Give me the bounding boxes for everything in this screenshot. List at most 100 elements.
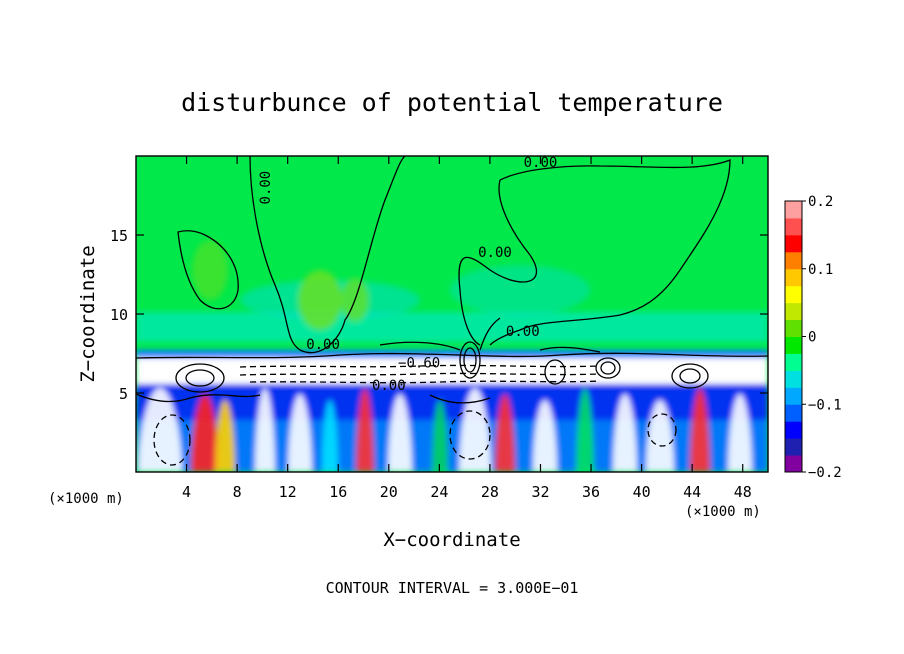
plume: [728, 394, 752, 472]
contour-line: [479, 317, 501, 351]
y-tick-label: 10: [110, 306, 128, 324]
contour-line: [544, 359, 566, 385]
contour-line: [595, 357, 621, 379]
contour-line: [671, 363, 709, 389]
colorbar-swatch: [785, 234, 802, 253]
field-lime-patch: [298, 270, 342, 330]
x-unit-left: (×1000 m): [48, 491, 124, 507]
x-tick-label: 48: [734, 483, 752, 501]
colorbar-tick-label: 0.1: [808, 262, 833, 278]
contour-label: −0.60: [398, 356, 440, 372]
colorbar-swatch: [785, 268, 802, 287]
x-axis-ticks: 4 8 12 16 20 24 28 32 36 40 44 48: [182, 156, 752, 501]
field-white-layer: [136, 358, 768, 384]
plume: [356, 388, 374, 472]
contour-line: [379, 341, 461, 351]
contour-line: [185, 369, 215, 387]
colorbar-swatch: [785, 336, 802, 354]
x-tick-label: 44: [683, 483, 701, 501]
colorbar-swatch: [785, 353, 802, 371]
field-lime-patch: [192, 240, 228, 300]
plume: [255, 388, 275, 472]
x-tick-label: 20: [380, 483, 398, 501]
dense-contour-cluster: [175, 317, 709, 393]
contour-line: [429, 394, 491, 404]
plume-structures: [138, 388, 752, 472]
contour-line-dashed: [449, 410, 491, 460]
x-tick-label: 8: [233, 483, 242, 501]
colorbar-ticks: 0.2 0.1 0 −0.1 −0.2: [802, 194, 842, 481]
contour-line: [177, 230, 239, 310]
contour-line: [679, 368, 701, 384]
field-cyan-patch: [450, 265, 590, 315]
plume: [690, 388, 710, 472]
plume: [138, 388, 182, 472]
plume: [576, 388, 594, 472]
colorbar-swatch: [785, 455, 802, 473]
y-axis-ticks: 5 10 15: [110, 227, 768, 403]
x-tick-label: 16: [329, 483, 347, 501]
contour-line-dashed: [647, 413, 677, 447]
colorbar-tick-label: −0.2: [808, 465, 842, 481]
plume: [215, 400, 235, 472]
colorbar-swatch: [785, 370, 802, 388]
colorbar-swatch: [785, 421, 802, 439]
plot-area: 0.000.000.000.000.00−0.600.00: [136, 156, 768, 472]
contour-line: [539, 346, 601, 353]
colorbar: [784, 200, 803, 473]
colorbar-tick-label: 0: [808, 330, 816, 346]
x-tick-label: 28: [481, 483, 499, 501]
plume: [533, 400, 557, 472]
x-tick-label: 40: [633, 483, 651, 501]
colorbar-swatch: [785, 387, 802, 405]
plume: [495, 394, 515, 472]
contour-line-dashed: [239, 364, 601, 368]
y-tick-label: 5: [119, 385, 128, 403]
colorbar-tick-label: 0.2: [808, 194, 833, 210]
colorbar-swatch: [785, 404, 802, 422]
colorbar-swatch: [785, 319, 802, 337]
contour-label: 0.00: [306, 337, 340, 353]
field-cyan-band: [136, 312, 768, 342]
x-axis-label: X−coordinate: [383, 529, 520, 551]
contour-line: [458, 179, 537, 346]
contour-line: [600, 361, 616, 375]
plume: [459, 388, 491, 472]
colorbar-tick-label: −0.1: [808, 397, 842, 413]
contour-label: 0.00: [478, 245, 512, 261]
contour-line-dashed: [239, 372, 601, 376]
plume: [288, 394, 312, 472]
contour-label: 0.00: [258, 171, 274, 205]
plume: [322, 400, 338, 472]
contour-label: 0.00: [506, 324, 540, 340]
contour-line-dashed: [153, 414, 191, 466]
contour-label: 0.00: [372, 378, 406, 394]
x-tick-label: 24: [430, 483, 448, 501]
x-tick-label: 12: [279, 483, 297, 501]
contour-lines: [136, 156, 768, 466]
colorbar-swatch: [785, 201, 802, 219]
colorbar-swatch: [785, 302, 802, 321]
colorbar-swatch: [785, 438, 802, 456]
x-tick-label: 36: [582, 483, 600, 501]
contour-line-dashed: [249, 380, 601, 384]
contour-line: [489, 159, 731, 346]
plume: [191, 394, 219, 472]
plume: [432, 400, 448, 472]
contour-labels: 0.000.000.000.000.00−0.600.00: [258, 156, 557, 394]
x-unit-right: (×1000 m): [685, 504, 761, 520]
contour-line: [175, 363, 225, 393]
colorbar-swatch: [785, 217, 802, 236]
chart-title: disturbunce of potential temperature: [181, 88, 723, 117]
contour-line: [136, 352, 768, 359]
colorbar-swatch: [785, 285, 802, 304]
contour-line: [463, 347, 477, 373]
y-axis-label: Z−coordinate: [77, 245, 99, 382]
contour-line: [459, 341, 481, 379]
x-tick-label: 32: [531, 483, 549, 501]
y-tick-label: 15: [110, 227, 128, 245]
contour-interval-note: CONTOUR INTERVAL = 3.000E−01: [326, 579, 579, 597]
contour-line: [249, 156, 406, 354]
x-tick-label: 4: [182, 483, 191, 501]
